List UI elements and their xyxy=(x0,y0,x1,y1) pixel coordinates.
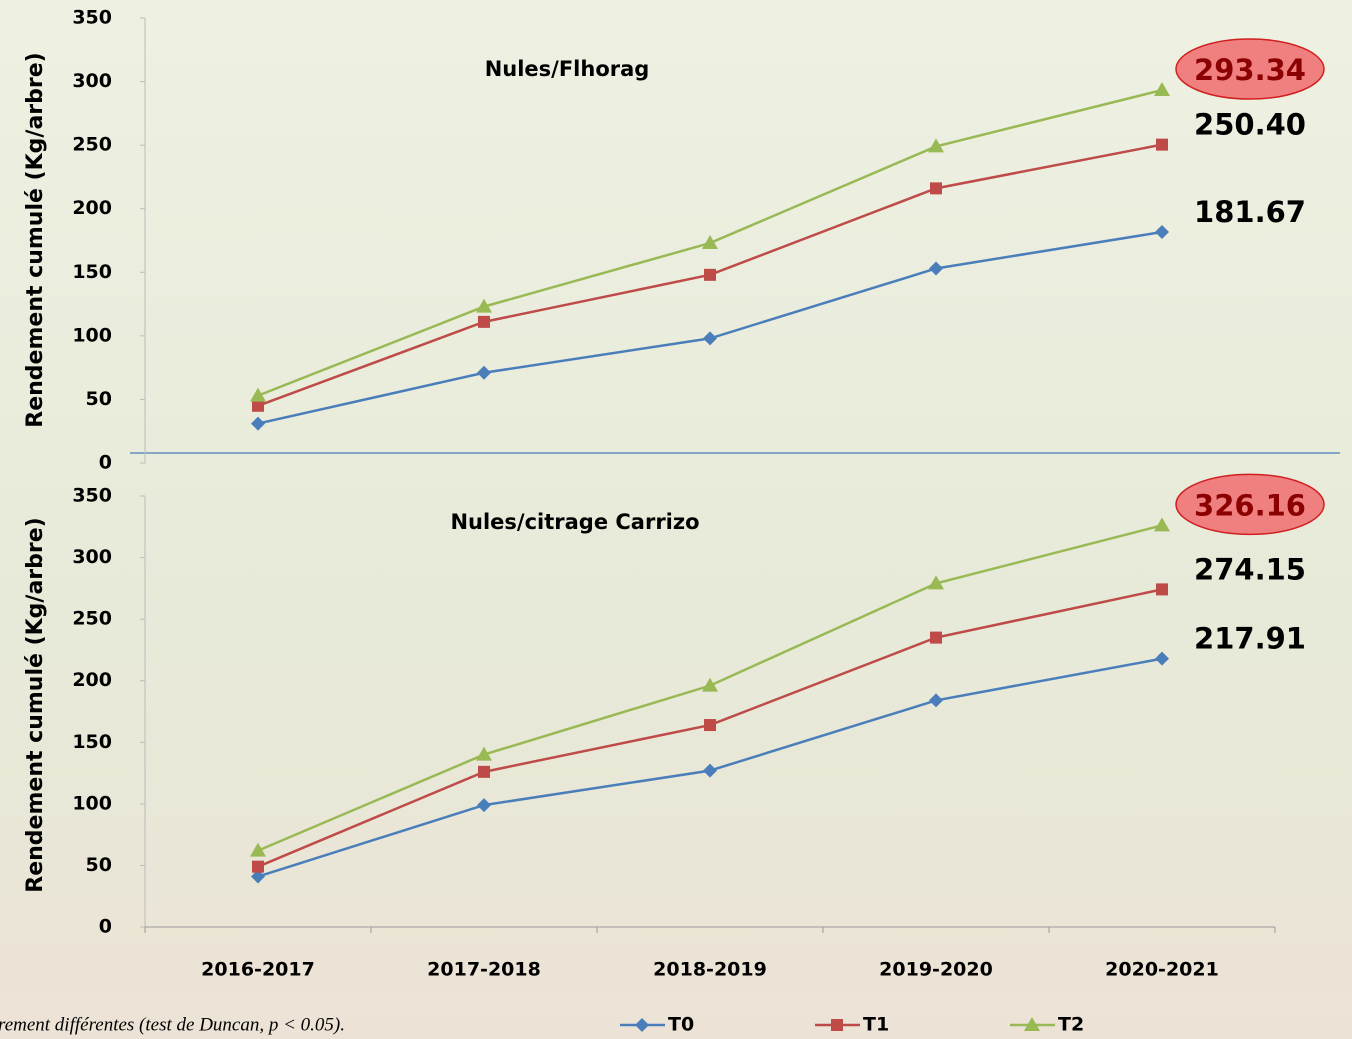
marker xyxy=(1154,517,1170,532)
marker xyxy=(251,416,265,431)
marker xyxy=(478,315,490,328)
marker xyxy=(704,268,716,281)
marker xyxy=(251,869,265,884)
marker xyxy=(1156,138,1168,151)
legend-label: T2 xyxy=(1058,1014,1084,1036)
marker xyxy=(1154,82,1170,97)
y-tick-label: 200 xyxy=(72,669,112,691)
marker xyxy=(703,763,717,778)
y-tick-label: 300 xyxy=(72,70,112,92)
marker xyxy=(831,1019,843,1031)
x-tick-label: 2019-2020 xyxy=(879,959,993,981)
marker xyxy=(635,1018,649,1032)
y-tick-label: 50 xyxy=(86,388,112,410)
marker xyxy=(477,365,491,380)
marker xyxy=(930,631,942,644)
y-tick-label: 300 xyxy=(72,546,112,568)
marker xyxy=(1156,583,1168,596)
marker xyxy=(929,261,943,276)
legend-label: T0 xyxy=(668,1014,694,1036)
data-label: 250.40 xyxy=(1194,108,1306,142)
marker xyxy=(476,746,492,761)
chart-title: Nules/citrage Carrizo xyxy=(450,510,699,534)
x-tick-label: 2016-2017 xyxy=(201,959,315,981)
y-tick-label: 350 xyxy=(72,485,112,507)
marker xyxy=(250,842,266,857)
y-tick-label: 150 xyxy=(72,261,112,283)
marker xyxy=(250,387,266,402)
y-tick-label: 250 xyxy=(72,608,112,630)
marker xyxy=(930,182,942,195)
marker xyxy=(702,677,718,692)
label-highlight xyxy=(1175,473,1325,536)
data-label: 274.15 xyxy=(1194,552,1306,586)
y-tick-label: 200 xyxy=(72,197,112,219)
y-axis-label: Rendement cumulé (Kg/arbre) xyxy=(23,517,48,892)
marker xyxy=(704,719,716,732)
marker xyxy=(929,693,943,708)
data-label: 217.91 xyxy=(1194,622,1306,656)
x-tick-label: 2018-2019 xyxy=(653,959,767,981)
legend-label: T1 xyxy=(863,1014,889,1036)
data-label: 181.67 xyxy=(1194,195,1306,229)
y-axis-label: Rendement cumulé (Kg/arbre) xyxy=(23,52,48,427)
marker xyxy=(477,798,491,813)
footnote: rement différentes (test de Duncan, p < … xyxy=(0,1014,345,1035)
y-tick-label: 250 xyxy=(72,134,112,156)
marker xyxy=(703,331,717,346)
marker xyxy=(476,298,492,313)
marker xyxy=(1155,651,1169,666)
y-tick-label: 0 xyxy=(99,916,112,938)
marker xyxy=(1155,225,1169,240)
marker xyxy=(928,138,944,153)
y-tick-label: 150 xyxy=(72,731,112,753)
x-tick-label: 2020-2021 xyxy=(1105,959,1219,981)
marker xyxy=(1024,1017,1040,1031)
marker xyxy=(252,399,264,412)
y-tick-label: 100 xyxy=(72,792,112,814)
y-tick-label: 100 xyxy=(72,324,112,346)
data-label: 293.34 xyxy=(1194,53,1306,87)
y-tick-label: 50 xyxy=(86,854,112,876)
y-tick-label: 350 xyxy=(72,7,112,29)
marker xyxy=(702,235,718,250)
y-tick-label: 0 xyxy=(99,452,112,474)
marker xyxy=(928,575,944,590)
marker xyxy=(478,765,490,778)
marker xyxy=(252,860,264,873)
data-label: 326.16 xyxy=(1194,488,1306,522)
chart-title: Nules/Flhorag xyxy=(485,57,650,81)
label-highlight xyxy=(1175,38,1325,100)
x-tick-label: 2017-2018 xyxy=(427,959,541,981)
